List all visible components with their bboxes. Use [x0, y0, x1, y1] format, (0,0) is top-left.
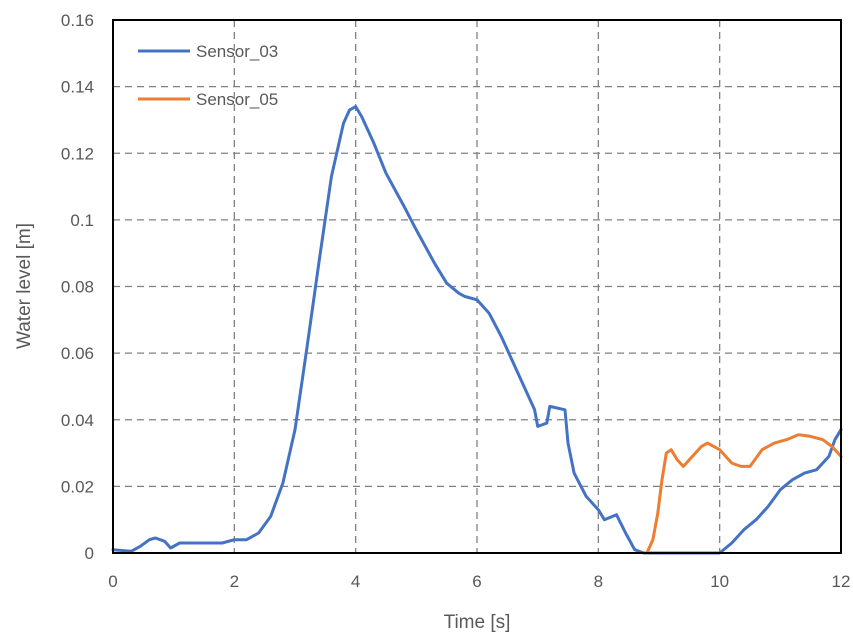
- y-tick-label: 0.06: [61, 344, 94, 363]
- x-tick-label: 12: [832, 572, 851, 591]
- x-axis-title: Time [s]: [444, 612, 511, 633]
- y-tick-label: 0.16: [61, 11, 94, 30]
- x-tick-label: 4: [351, 572, 360, 591]
- y-tick-label: 0.02: [61, 477, 94, 496]
- x-tick-label: 10: [710, 572, 729, 591]
- series-line-sensor-03: [111, 105, 843, 555]
- x-tick-label: 0: [108, 572, 117, 591]
- x-tick-label: 6: [472, 572, 481, 591]
- x-tick-label: 8: [594, 572, 603, 591]
- series-layer: [111, 105, 843, 555]
- gridlines: [113, 20, 841, 553]
- y-tick-label: 0.1: [70, 211, 94, 230]
- legend-label: Sensor_03: [196, 42, 278, 61]
- y-tick-label: 0.04: [61, 411, 94, 430]
- x-axis: 0 2 4 6 8 10 12: [108, 572, 850, 591]
- y-axis: 0 0.02 0.04 0.06 0.08 0.1 0.12 0.14 0.16: [61, 11, 94, 563]
- legend: Sensor_03 Sensor_05: [138, 42, 278, 109]
- y-tick-label: 0.12: [61, 144, 94, 163]
- plot-frame: [112, 19, 842, 554]
- series-line-sensor-05: [645, 433, 843, 555]
- y-tick-label: 0.08: [61, 278, 94, 297]
- y-axis-title: Water level [m]: [14, 223, 35, 349]
- y-tick-label: 0: [85, 544, 94, 563]
- x-tick-label: 2: [230, 572, 239, 591]
- y-tick-label: 0.14: [61, 78, 94, 97]
- legend-label: Sensor_05: [196, 90, 278, 109]
